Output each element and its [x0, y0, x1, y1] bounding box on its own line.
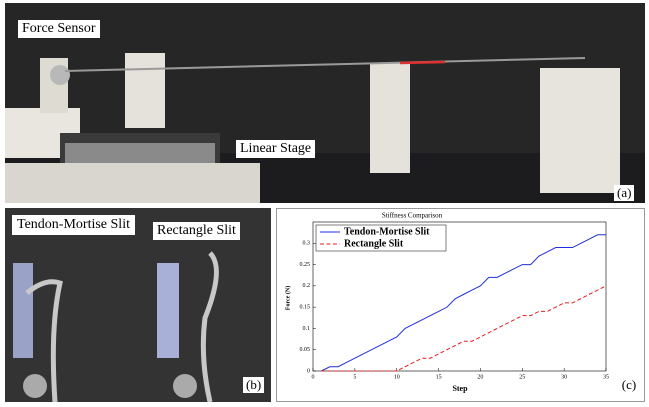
photo-a-drawing	[5, 53, 645, 203]
legend-label: Tendon-Mortise Slit	[344, 226, 430, 237]
y-tick-label: 0.1	[303, 326, 311, 332]
panel-tag: (b)	[243, 377, 265, 393]
y-tick-label: 0.2	[303, 283, 311, 289]
y-tick-label: 0.3	[303, 241, 311, 247]
photo-a	[5, 3, 645, 203]
x-tick-label: 25	[519, 374, 525, 380]
y-axis-label: Force (N)	[284, 286, 291, 310]
plot-area	[312, 221, 607, 372]
callout-label: Rectangle Slit	[153, 222, 240, 240]
y-tick-label: 0.25	[300, 262, 311, 268]
x-tick-label: 0	[312, 374, 315, 380]
y-tick-label: 0.15	[300, 305, 311, 311]
x-tick-label: 35	[603, 374, 609, 380]
series-line	[321, 234, 606, 372]
y-tick-label: 0.05	[300, 347, 311, 353]
chart: Stiffness Comparison Step Force (N) (c) …	[276, 208, 645, 402]
panel-tag: (a)	[614, 185, 635, 201]
x-tick-label: 15	[436, 374, 442, 380]
legend-box	[315, 224, 447, 252]
callout-label: Tendon-Mortise Slit	[12, 215, 135, 235]
panel-tag: (c)	[622, 377, 636, 392]
y-tick-label: 0	[307, 368, 310, 374]
x-tick-label: 30	[561, 374, 567, 380]
series-line	[321, 285, 607, 372]
callout-label: Force Sensor	[18, 20, 100, 38]
x-axis-label: Step	[452, 384, 468, 393]
x-tick-label: 20	[477, 374, 483, 380]
photo-b	[5, 208, 271, 402]
chart-title: Stiffness Comparison	[382, 212, 443, 220]
photo-b-drawing	[5, 208, 271, 402]
legend-label: Rectangle Slit	[344, 238, 404, 249]
callout-label: Linear Stage	[236, 140, 316, 158]
x-tick-label: 5	[353, 374, 356, 380]
x-tick-label: 10	[394, 374, 400, 380]
